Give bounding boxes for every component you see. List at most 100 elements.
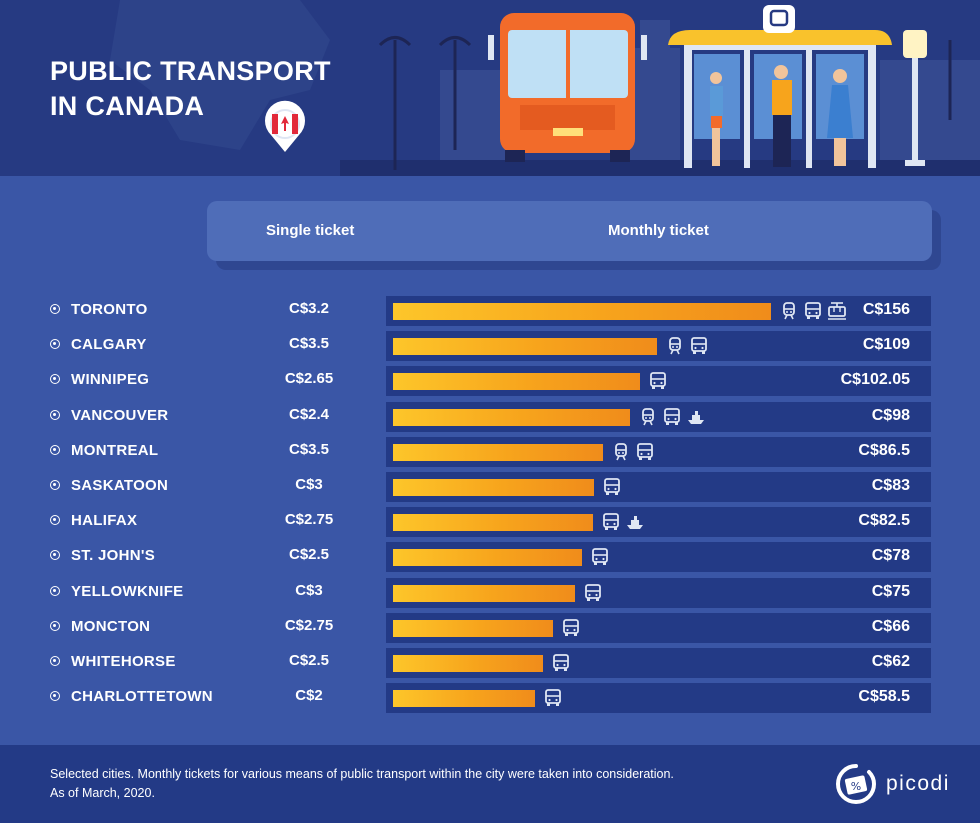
transport-icons (638, 407, 706, 427)
bus-stop-illustration (110, 0, 980, 176)
monthly-ticket-price: C$78 (871, 547, 910, 564)
single-ticket-header: Single ticket (266, 222, 355, 239)
monthly-bar (393, 690, 535, 707)
city-row: WINNIPEG C$2.65 C$102.05 (0, 366, 980, 396)
brand-logo: % picodi (834, 763, 964, 807)
single-ticket-price: C$2.4 (288, 406, 330, 423)
city-row: WHITEHORSE C$2.5 C$62 (0, 648, 980, 678)
monthly-ticket-price: C$62 (871, 653, 910, 670)
train-icon (783, 302, 795, 320)
footnote-line-2: As of March, 2020. (50, 786, 155, 800)
footnote: Selected cities. Monthly tickets for var… (50, 765, 770, 803)
city-label: MONCTON (71, 618, 151, 635)
bar-track: C$156 (386, 296, 931, 326)
monthly-bar (393, 444, 603, 461)
people-icon (710, 65, 853, 167)
title-line-2: IN CANADA (50, 91, 205, 121)
bullet-icon (50, 445, 60, 455)
footer: Selected cities. Monthly tickets for var… (0, 745, 980, 823)
train-icon (669, 337, 681, 355)
transport-icons (779, 301, 847, 321)
bar-track: C$83 (386, 472, 931, 502)
bar-track: C$98 (386, 402, 931, 432)
city-row: MONTREAL C$3.5 C$86.5 (0, 437, 980, 467)
monthly-ticket-price: C$156 (862, 301, 910, 318)
picodi-logo-icon: % (835, 764, 877, 805)
street-light-icon (903, 30, 952, 166)
ferry-icon (688, 411, 704, 424)
monthly-bar (393, 479, 594, 496)
bullet-icon (50, 304, 60, 314)
monthly-bar (393, 373, 640, 390)
bar-track: C$66 (386, 613, 931, 643)
bar-track: C$75 (386, 578, 931, 608)
bus-icon (604, 478, 620, 495)
single-ticket-price: C$2 (295, 687, 323, 704)
tram-icon (828, 302, 846, 320)
bar-track: C$62 (386, 648, 931, 678)
monthly-ticket-price: C$82.5 (858, 512, 910, 529)
bus-icon (650, 372, 666, 389)
bar-track: C$78 (386, 542, 931, 572)
bus-front-icon (488, 13, 647, 162)
monthly-bar (393, 549, 582, 566)
monthly-ticket-price: C$109 (862, 336, 910, 353)
single-ticket-price: C$2.75 (284, 511, 334, 528)
monthly-ticket-price: C$102.05 (840, 371, 910, 388)
single-ticket-price: C$2.75 (284, 617, 334, 634)
monthly-ticket-price: C$83 (871, 477, 910, 494)
transport-icons (601, 512, 645, 532)
bar-track: C$86.5 (386, 437, 931, 467)
single-ticket-price: C$2.65 (284, 370, 334, 387)
bus-icon (664, 408, 680, 425)
bus-icon (553, 654, 569, 671)
title-line-1: PUBLIC TRANSPORT (50, 56, 331, 86)
single-ticket-price: C$3.5 (288, 441, 330, 458)
bullet-icon (50, 515, 60, 525)
monthly-ticket-price: C$66 (871, 618, 910, 635)
monthly-bar (393, 409, 630, 426)
bus-icon (545, 689, 561, 706)
bullet-icon (50, 656, 60, 666)
city-label: WINNIPEG (71, 371, 150, 388)
bar-track: C$58.5 (386, 683, 931, 713)
monthly-bar (393, 514, 593, 531)
monthly-bar (393, 585, 575, 602)
bullet-icon (50, 586, 60, 596)
monthly-bar (393, 655, 543, 672)
bullet-icon (50, 339, 60, 349)
transport-icons (583, 583, 603, 603)
ferry-icon (627, 516, 643, 529)
bus-icon (563, 619, 579, 636)
footnote-line-1: Selected cities. Monthly tickets for var… (50, 767, 674, 781)
city-label: VANCOUVER (71, 407, 169, 424)
single-ticket-price: C$2.5 (288, 546, 330, 563)
transport-icons (602, 477, 622, 497)
transport-icons (543, 688, 563, 708)
city-label: CHARLOTTETOWN (71, 688, 213, 705)
bus-icon (585, 584, 601, 601)
city-label: WHITEHORSE (71, 653, 176, 670)
single-ticket-price: C$3.2 (288, 300, 330, 317)
svg-text:%: % (851, 780, 861, 793)
city-label: HALIFAX (71, 512, 138, 529)
single-ticket-price: C$3 (295, 582, 323, 599)
monthly-ticket-price: C$98 (871, 407, 910, 424)
single-ticket-price: C$3.5 (288, 335, 330, 352)
monthly-bar (393, 303, 771, 320)
bullet-icon (50, 691, 60, 701)
monthly-bar (393, 338, 657, 355)
city-row: YELLOWKNIFE C$3 C$75 (0, 578, 980, 608)
single-ticket-price: C$2.5 (288, 652, 330, 669)
street-lamp-icon (378, 36, 472, 170)
bus-icon (637, 443, 653, 460)
train-icon (615, 443, 627, 461)
transport-icons (648, 371, 668, 391)
city-row: CHARLOTTETOWN C$2 C$58.5 (0, 683, 980, 713)
single-ticket-price: C$3 (295, 476, 323, 493)
city-label: SASKATOON (71, 477, 169, 494)
train-icon (642, 408, 654, 426)
brand-name: picodi (886, 772, 950, 795)
city-label: YELLOWKNIFE (71, 583, 184, 600)
